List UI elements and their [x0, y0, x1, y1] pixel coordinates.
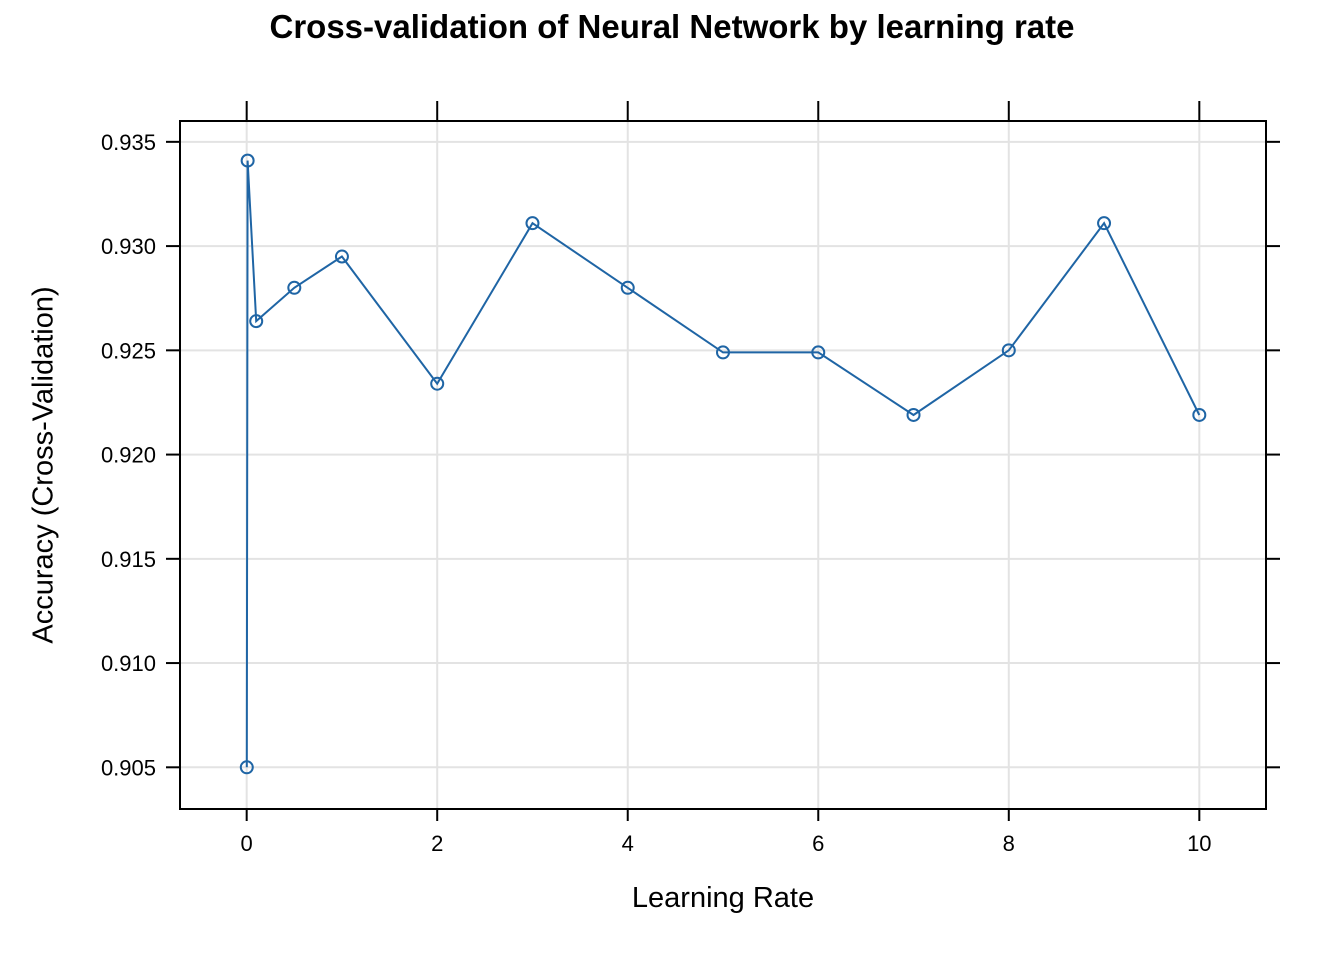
- data-point: [240, 153, 255, 168]
- plot-frame: [179, 120, 1267, 810]
- data-point: [430, 376, 445, 391]
- y-tick-label: 0.915: [101, 547, 156, 572]
- x-axis-label: Learning Rate: [631, 882, 815, 914]
- data-point: [1001, 343, 1016, 358]
- x-tick-label: 2: [431, 831, 443, 856]
- data-point: [525, 216, 540, 231]
- data-point: [287, 280, 302, 295]
- data-point: [249, 314, 264, 329]
- x-tick-label: 6: [812, 831, 824, 856]
- chart-title: Cross-validation of Neural Network by le…: [269, 8, 1075, 45]
- data-point: [620, 280, 635, 295]
- y-tick-label: 0.925: [101, 338, 156, 363]
- x-tick-label: 10: [1187, 831, 1211, 856]
- series-line: [245, 160, 1201, 768]
- y-tick-label: 0.905: [101, 755, 156, 780]
- y-tick-label: 0.920: [101, 443, 156, 468]
- x-tick-label: 4: [622, 831, 634, 856]
- data-point: [906, 407, 921, 422]
- x-tick-label: 0: [241, 831, 253, 856]
- y-tick-label: 0.910: [101, 651, 156, 676]
- y-tick-label: 0.930: [101, 234, 156, 259]
- x-tick-label: 8: [1003, 831, 1015, 856]
- data-point: [334, 249, 349, 264]
- data-point: [1192, 407, 1207, 422]
- data-point: [1097, 216, 1112, 231]
- y-tick-label: 0.935: [101, 130, 156, 155]
- y-axis-label: Accuracy (Cross-Validation): [27, 286, 60, 644]
- data-point: [716, 345, 730, 360]
- data-point: [239, 760, 254, 775]
- data-point: [811, 345, 826, 360]
